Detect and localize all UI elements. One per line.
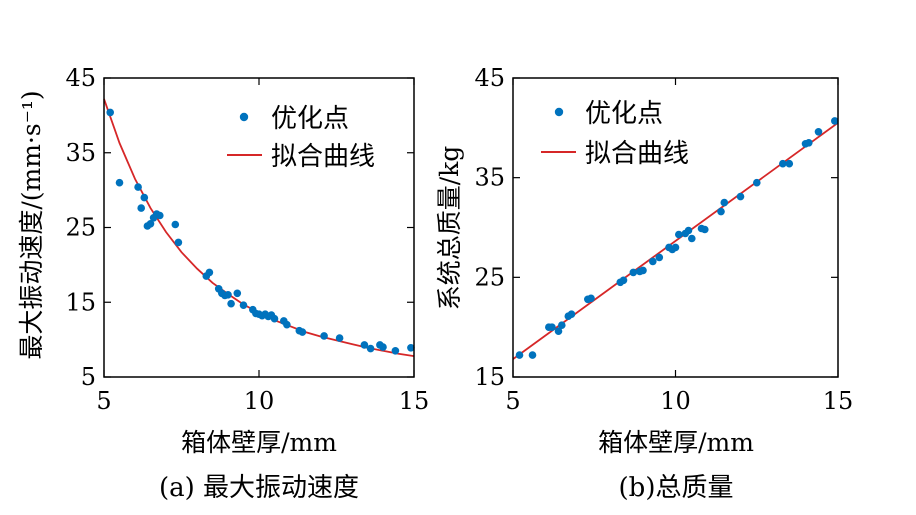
- panel-a-series: [103, 98, 415, 357]
- panel-b-legend: 优化点 拟合曲线: [541, 99, 689, 169]
- panel-a-xtick-label: 10: [244, 387, 275, 415]
- panel-b-data-point: [717, 207, 725, 216]
- panel-a-ylabel: 最大振动速度/(mm·s⁻¹): [17, 90, 46, 359]
- panel-b-data-point: [785, 159, 794, 168]
- panel-b-total-mass: 5 10 15 15 25 35 45 系统总质量/kg 箱体壁厚/mm (b)总质量 优化…: [435, 64, 853, 503]
- panel-b-ytick-label: 25: [474, 263, 505, 291]
- panel-a-data-point: [391, 347, 400, 355]
- panel-b-data-point: [558, 321, 566, 330]
- panel-b-data-point: [629, 268, 638, 277]
- panel-b-data-point: [649, 257, 657, 266]
- panel-b-ytick-label: 45: [474, 64, 505, 92]
- panel-b-data-point: [587, 294, 595, 303]
- panel-b-data-point: [671, 243, 680, 252]
- panel-a-legend-label-fit: 拟合曲线: [271, 142, 375, 172]
- panel-b-data-point: [779, 159, 787, 168]
- panel-a-xtick-label: 5: [96, 387, 111, 415]
- panel-a-data-point: [227, 299, 235, 308]
- panel-a-data-point: [137, 204, 145, 212]
- panel-b-data-point: [639, 266, 647, 275]
- panel-a-data-point: [224, 291, 232, 299]
- panel-b-xlabel: 箱体壁厚/mm: [598, 428, 754, 457]
- panel-a-data-point: [283, 320, 291, 329]
- panel-b-ylabel: 系统总质量/kg: [435, 146, 464, 311]
- panel-b-data-point: [720, 198, 729, 207]
- panel-a-max-vibration-velocity: 5 10 15 5 15 25 35 45 最大振动速度/(mm·s⁻¹) 箱体壁厚/mm (…: [17, 64, 429, 503]
- panel-b-xtick-label: 5: [505, 387, 520, 415]
- panel-b-legend-label-fit: 拟合曲线: [585, 139, 689, 169]
- panel-a-ytick-label: 35: [65, 139, 96, 167]
- panel-a-data-point: [239, 301, 248, 310]
- panel-b-ticks: 5 10 15 15 25 35 45: [474, 64, 853, 415]
- panel-a-ticks: 5 10 15 5 15 25 35 45: [65, 64, 429, 415]
- panel-a-data-point: [156, 211, 164, 220]
- panel-b-xtick-label: 10: [660, 387, 691, 415]
- panel-a-data-point: [366, 344, 375, 353]
- panel-b-data-point: [753, 178, 761, 187]
- panel-a-data-point: [335, 334, 344, 342]
- panel-b-data-point: [736, 192, 745, 201]
- panel-b-data-point: [831, 117, 839, 125]
- panel-a-data-point: [106, 108, 114, 117]
- panel-a-data-point: [270, 314, 279, 323]
- panel-a-data-point: [146, 220, 155, 228]
- panel-a-data-point: [205, 268, 214, 277]
- panel-b-caption: (b)总质量: [619, 473, 734, 503]
- panel-a-data-point: [407, 344, 415, 352]
- panel-b-data-point: [548, 323, 556, 332]
- panel-b-data-point: [655, 253, 664, 262]
- panel-b-data-point: [528, 351, 537, 359]
- panel-a-data-point: [379, 343, 387, 351]
- panel-b-data-point: [515, 351, 524, 359]
- panel-b-data-point: [688, 234, 696, 243]
- panel-b-data-point: [814, 128, 823, 136]
- panel-a-ytick-label: 45: [65, 64, 96, 92]
- panel-a-caption: (a) 最大振动速度: [159, 473, 359, 503]
- panel-a-xtick-label: 15: [399, 387, 430, 415]
- panel-b-series: [512, 117, 839, 360]
- panel-b-data-point: [554, 327, 563, 336]
- panel-a-data-point: [115, 178, 124, 187]
- panel-a-legend-marker-points: [239, 112, 249, 122]
- panel-a-ytick-label: 25: [65, 214, 96, 242]
- panel-a-ytick-label: 15: [65, 288, 96, 316]
- panel-b-legend-marker-points: [554, 107, 564, 117]
- panel-b-data-point: [805, 139, 813, 147]
- panel-a-data-point: [298, 328, 307, 336]
- panel-b-data-point: [684, 226, 693, 235]
- panel-a-data-point: [360, 341, 369, 349]
- panel-b-data-point: [701, 225, 709, 234]
- panel-a-data-point: [233, 289, 242, 298]
- panel-a-legend: 优化点 拟合曲线: [227, 104, 375, 172]
- panel-b-ytick-label: 35: [474, 164, 505, 192]
- panel-a-xlabel: 箱体壁厚/mm: [181, 428, 337, 457]
- panel-a-ytick-label: 5: [81, 363, 96, 391]
- panel-b-ytick-label: 15: [474, 363, 505, 391]
- panel-a-ylabel-base: 最大振动速度/(mm·s⁻¹): [17, 90, 46, 359]
- panel-a-data-point: [320, 332, 328, 340]
- panel-a-data-point: [171, 220, 180, 229]
- panel-a-data-point: [134, 183, 142, 191]
- panel-a-data-point: [140, 193, 149, 202]
- panel-b-data-point: [675, 230, 683, 239]
- panel-b-xtick-label: 15: [823, 387, 854, 415]
- panel-b-data-point: [619, 276, 628, 285]
- panel-b-data-point: [567, 310, 576, 319]
- panel-a-data-point: [174, 238, 183, 247]
- panel-a-legend-label-points: 优化点: [271, 104, 349, 134]
- panel-b-legend-label-points: 优化点: [585, 99, 663, 129]
